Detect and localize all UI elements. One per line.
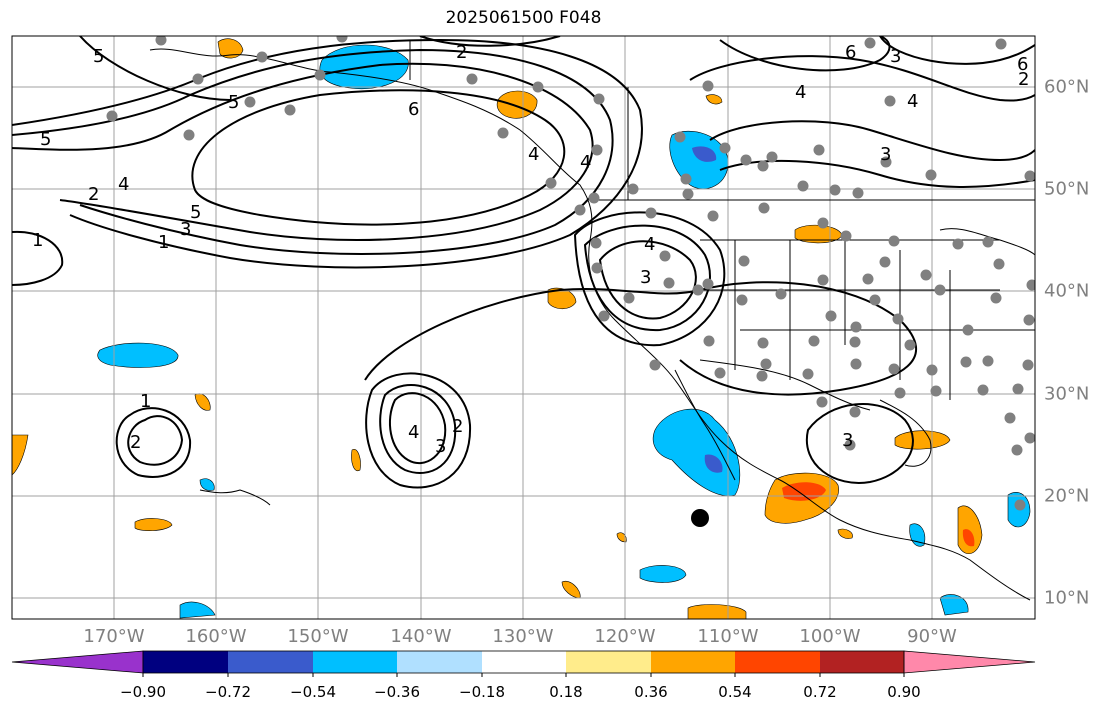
colorbar-low-arrow <box>11 650 144 674</box>
longitude-label: 100°W <box>799 626 861 647</box>
map-title: 2025061500 F048 <box>445 8 602 28</box>
colorbar-frame <box>142 650 905 674</box>
colorbar-segment <box>820 651 904 673</box>
colorbar-tick-label: 0.72 <box>803 683 837 701</box>
shade-blue <box>179 601 216 619</box>
shade-orange <box>12 434 29 476</box>
contour-label: 1 <box>32 230 43 251</box>
contour-label: 5 <box>40 129 51 150</box>
colorbar-segment <box>651 651 735 673</box>
shade-orange <box>547 287 577 310</box>
longitude-label: 110°W <box>697 626 759 647</box>
shade-darkblue <box>692 146 717 162</box>
map-frame <box>11 35 1036 620</box>
contour-label: 3 <box>842 430 853 451</box>
colorbar-segment <box>397 651 482 673</box>
contour-label: 1 <box>158 232 169 253</box>
shade-orange <box>351 449 361 472</box>
shade-orange <box>837 528 853 539</box>
contour-label: 4 <box>580 152 591 173</box>
shade-blue <box>639 565 687 583</box>
contour-label: 3 <box>180 219 191 240</box>
colorbar-segment <box>482 651 566 673</box>
contour-label: 4 <box>408 422 419 443</box>
colorbar-segment <box>313 651 397 673</box>
colorbar-segment <box>143 651 228 673</box>
latitude-label: 60°N <box>1044 76 1090 98</box>
longitude-label: 130°W <box>492 626 554 647</box>
contour-label: 3 <box>880 144 891 165</box>
longitude-label: 90°W <box>907 626 957 647</box>
contour-label: 6 <box>845 42 856 63</box>
shade-orange <box>496 90 538 119</box>
contour-label: 3 <box>890 46 901 67</box>
contour-label: 2 <box>1018 69 1029 90</box>
graticule <box>12 36 1035 619</box>
contour-label: 3 <box>435 436 446 457</box>
contour-label: 4 <box>528 144 539 165</box>
contour-label: 5 <box>93 46 104 67</box>
shade-blue <box>652 408 741 497</box>
contour-label-group: 2 5 6 4 5 6 2 4 5 3 1 1 4 3 5 4 4 3 2 1 … <box>32 42 1029 457</box>
shade-orange <box>616 532 627 543</box>
colorbar-segment <box>566 651 651 673</box>
shade-orange <box>957 505 983 554</box>
colorbar-tick-label: −0.36 <box>374 683 420 701</box>
shade-orange <box>217 38 244 59</box>
colorbar-tick-label: 0.36 <box>634 683 668 701</box>
contours <box>12 36 1035 489</box>
contour-label: 6 <box>408 99 419 120</box>
shade-orange <box>561 580 581 599</box>
latitude-label: 40°N <box>1044 280 1090 302</box>
latitude-label: 50°N <box>1044 178 1090 200</box>
longitude-label: 140°W <box>390 626 452 647</box>
station-dots <box>106 36 1035 511</box>
shade-darkblue <box>704 454 723 473</box>
contour-label: 2 <box>456 42 467 63</box>
colorbar-tick-label: 0.90 <box>887 683 921 701</box>
latitude-label: 30°N <box>1044 383 1090 405</box>
contour-label: 2 <box>130 432 141 453</box>
shade-red <box>962 529 975 547</box>
colorbar-segment <box>735 651 820 673</box>
contour-label: 6 <box>1017 54 1028 75</box>
colorbar-segment <box>228 651 313 673</box>
contour-label: 4 <box>644 234 655 255</box>
map-layer: 2 5 6 4 5 6 2 4 5 3 1 1 4 3 5 4 4 3 2 1 … <box>12 36 1035 619</box>
contour-label: 3 <box>640 267 651 288</box>
contour-label: 2 <box>452 416 463 437</box>
shade-orange <box>705 94 723 105</box>
latitude-label: 20°N <box>1044 485 1090 507</box>
colorbar-tick-label: −0.18 <box>459 683 505 701</box>
storm-center-marker <box>691 509 709 527</box>
contour-label: 5 <box>228 92 239 113</box>
shade-orange <box>687 604 747 619</box>
colorbar-high-arrow <box>903 650 1036 674</box>
colorbar-ticks <box>142 673 905 677</box>
contour-label: 4 <box>907 91 918 112</box>
latitude-label: 10°N <box>1044 587 1090 609</box>
longitude-label: 160°W <box>185 626 247 647</box>
contour-label: 5 <box>190 202 201 223</box>
colorbar-tick-label: −0.90 <box>120 683 166 701</box>
colorbar-tick-label: 0.54 <box>718 683 752 701</box>
longitude-label: 120°W <box>594 626 656 647</box>
longitude-label: 150°W <box>287 626 349 647</box>
colorbar-tick-label: −0.54 <box>290 683 336 701</box>
contour-label: 2 <box>88 184 99 205</box>
shaded-anomalies <box>12 38 1031 619</box>
contour-label: 4 <box>795 82 806 103</box>
shade-blue <box>97 342 179 368</box>
colorbar <box>11 650 1036 677</box>
shade-blue <box>199 478 215 491</box>
colorbar-tick-label: −0.72 <box>205 683 251 701</box>
contour-label: 1 <box>140 391 151 412</box>
shade-orange <box>194 393 211 411</box>
shade-orange <box>894 430 951 450</box>
contour-label: 4 <box>118 174 129 195</box>
shade-orange <box>134 518 173 531</box>
colorbar-tick-label: 0.18 <box>549 683 583 701</box>
longitude-label: 170°W <box>83 626 145 647</box>
